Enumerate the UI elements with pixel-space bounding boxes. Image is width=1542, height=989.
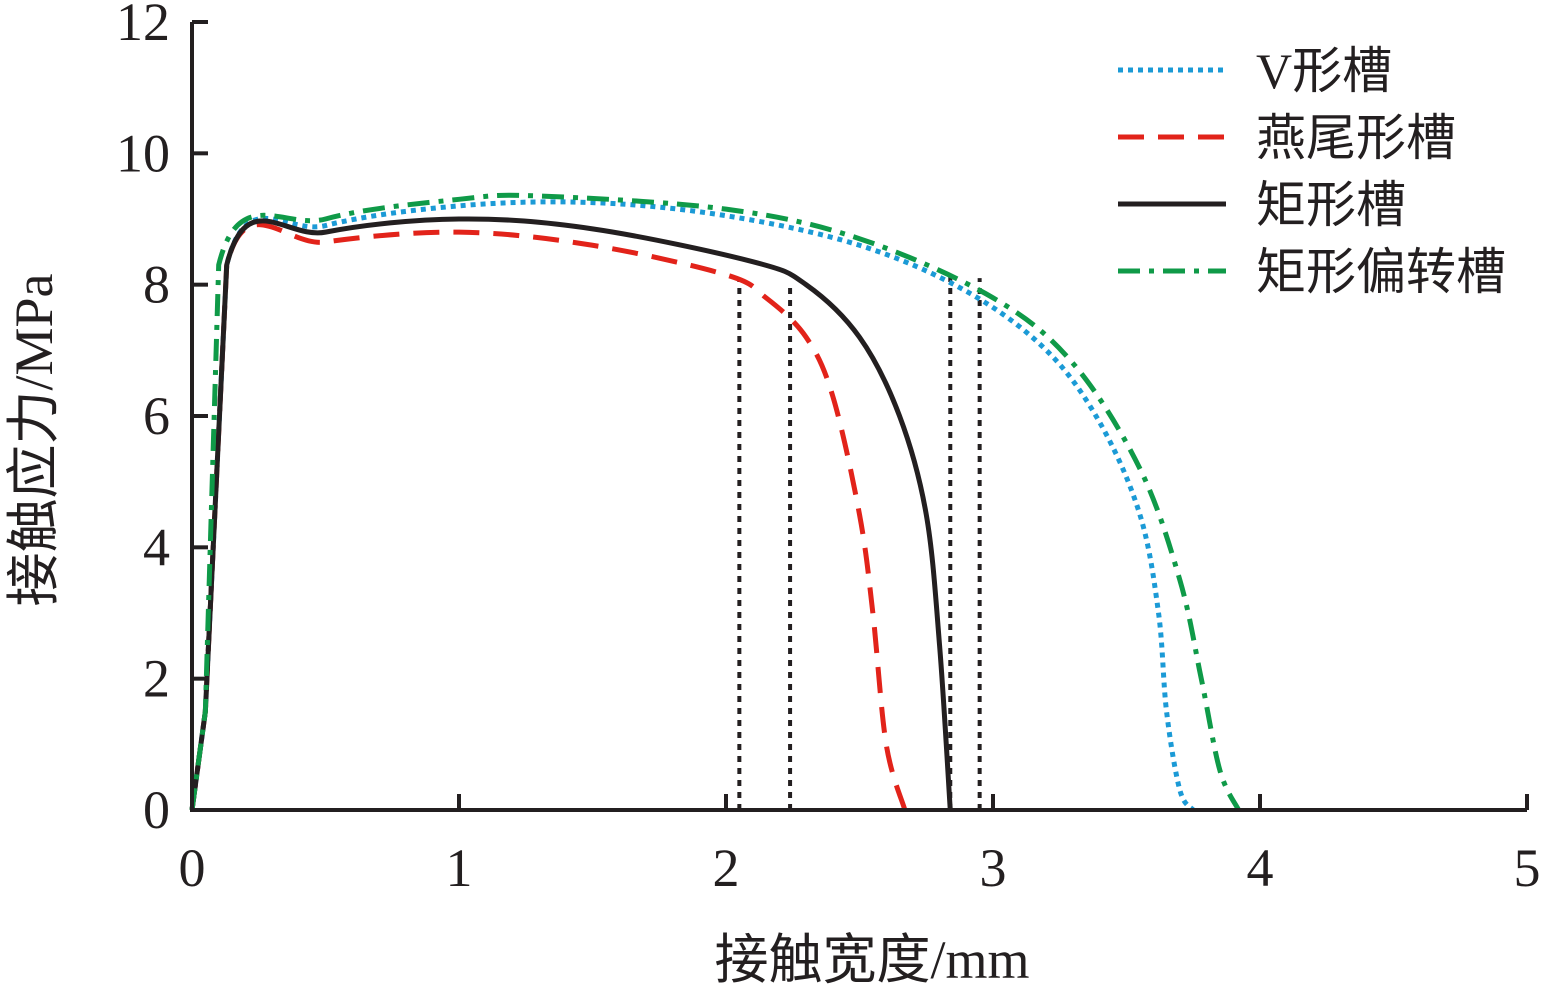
y-tick-label: 12 [116, 0, 170, 52]
series-line-4 [189, 192, 1241, 812]
series-line-2 [189, 222, 908, 811]
x-tick-label: 5 [1514, 838, 1541, 898]
series-line-3 [189, 216, 953, 811]
legend-label: 矩形偏转槽 [1256, 244, 1506, 300]
legend-label: 燕尾形槽 [1256, 110, 1456, 166]
legend-label: 矩形槽 [1256, 177, 1406, 233]
y-tick-label: 10 [116, 123, 170, 183]
y-tick-label: 8 [143, 255, 170, 315]
y-tick-label: 2 [143, 649, 170, 709]
x-tick-label: 1 [446, 838, 473, 898]
y-axis-label: 接触应力/MPa [4, 273, 64, 606]
y-tick-label: 0 [143, 780, 170, 840]
series-line-1 [189, 199, 1196, 812]
x-axis-label: 接触宽度/mm [714, 930, 1029, 984]
legend-label: V形槽 [1256, 43, 1392, 99]
x-tick-label: 4 [1247, 838, 1274, 898]
y-tick-label: 6 [143, 386, 170, 446]
x-tick-label: 3 [980, 838, 1007, 898]
x-tick-label: 2 [713, 838, 740, 898]
y-tick-label: 4 [143, 517, 170, 577]
x-tick-label: 0 [179, 838, 206, 898]
